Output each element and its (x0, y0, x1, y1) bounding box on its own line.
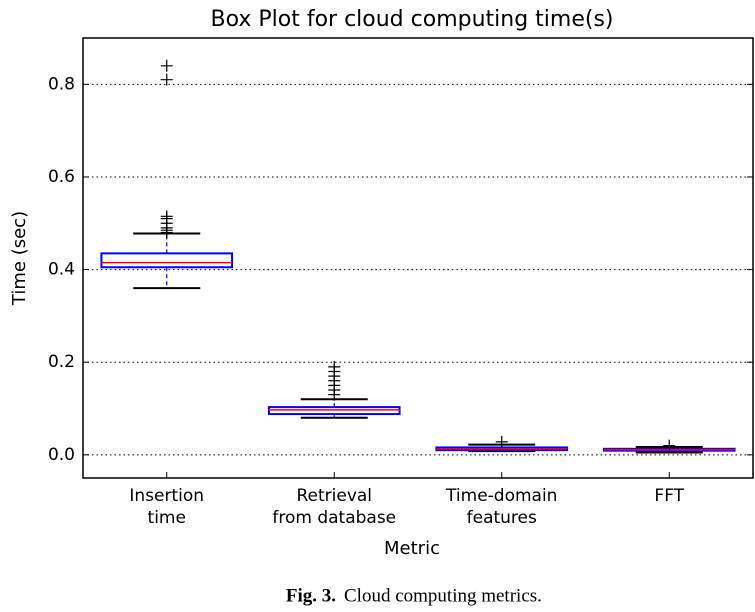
y-tick-label: 0.8 (48, 74, 75, 94)
outlier (663, 439, 676, 452)
plot-frame (82, 37, 754, 479)
y-tick-label: 0.4 (48, 260, 75, 280)
caption-label: Fig. 3. (286, 585, 336, 606)
y-tick-label: 0.0 (48, 445, 75, 465)
x-tick-label: FFT (654, 486, 684, 506)
outlier (160, 73, 173, 86)
x-tick-label: Insertion time (129, 486, 204, 528)
x-axis-label: Metric (384, 538, 440, 559)
y-axis-label: Time (sec) (9, 211, 30, 306)
chart-title: Box Plot for cloud computing time(s) (210, 7, 613, 32)
outlier (495, 435, 508, 448)
y-tick-label: 0.2 (48, 352, 75, 372)
caption-text: Cloud computing metrics. (344, 585, 542, 606)
y-tick-label: 0.6 (48, 167, 75, 187)
box (100, 252, 234, 269)
outlier (160, 59, 173, 72)
x-tick-label: Time-domain features (445, 486, 557, 528)
x-tick-label: Retrieval from database (272, 486, 396, 528)
outlier (160, 210, 173, 223)
outlier (328, 360, 341, 373)
